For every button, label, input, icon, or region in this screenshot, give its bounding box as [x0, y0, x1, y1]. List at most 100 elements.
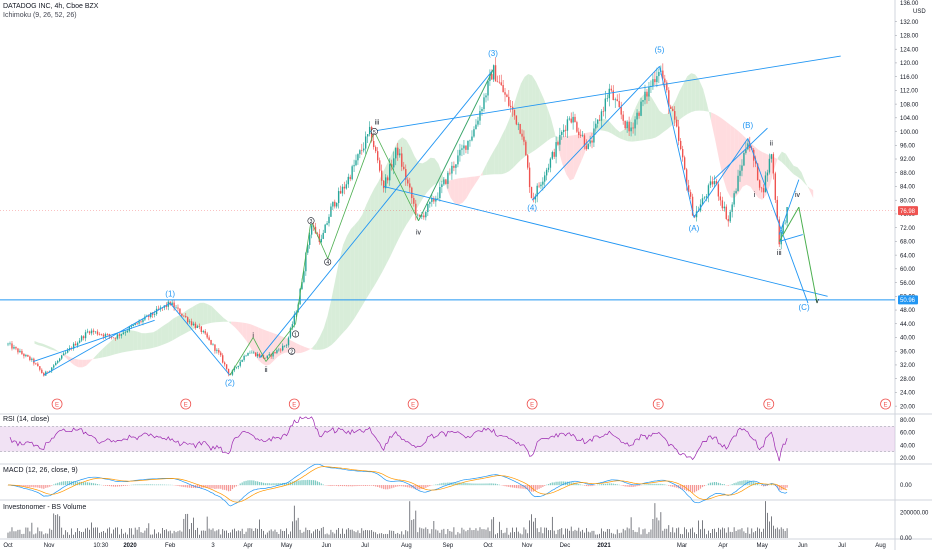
ichimoku-cloud-segment: [98, 349, 103, 359]
macd-histogram-bar: [47, 485, 49, 488]
price-tick-label: 84.00: [900, 185, 916, 191]
ichimoku-indicator-label[interactable]: Ichimoku (9, 26, 52, 26): [3, 12, 77, 19]
macd-histogram-bar: [393, 485, 395, 488]
candle-body: [784, 222, 786, 224]
candle-body: [685, 169, 688, 186]
macd-histogram-bar: [338, 485, 340, 487]
candle-body: [413, 198, 415, 204]
candle-body: [583, 135, 586, 146]
macd-histogram-bar: [43, 485, 45, 489]
macd-histogram-bar: [84, 482, 87, 486]
macd-histogram-bar: [737, 481, 739, 486]
rsi-pane-title[interactable]: RSI (14, close): [3, 416, 50, 423]
macd-histogram-bar: [345, 485, 347, 487]
macd-histogram-bar: [334, 485, 336, 486]
candle-body: [626, 121, 628, 129]
time-tick-label: Feb: [165, 543, 176, 549]
candle-body: [715, 181, 718, 185]
candle-body: [713, 181, 716, 185]
volume-pane-title[interactable]: Investonomer - BS Volume: [3, 504, 87, 511]
macd-histogram-bar: [553, 482, 555, 486]
candle-body: [733, 193, 735, 205]
macd-histogram-bar: [504, 485, 506, 487]
candle-body: [47, 371, 49, 373]
macd-histogram-bar: [210, 485, 212, 489]
candle-body: [287, 337, 290, 346]
price-tick-label: 96.00: [900, 143, 916, 149]
ichimoku-cloud-segment: [801, 172, 806, 185]
candle-body: [513, 109, 516, 116]
wave-label: iii: [777, 250, 782, 257]
macd-histogram-bar: [680, 485, 682, 489]
candle-body: [337, 191, 340, 204]
time-tick-label: Nov: [44, 543, 55, 549]
candle-body: [664, 78, 666, 83]
macd-histogram-bar: [144, 484, 146, 486]
candle-body: [92, 330, 95, 332]
candle-body: [343, 186, 346, 189]
waveB-line: [693, 138, 749, 218]
candle-body: [711, 181, 714, 185]
wave-label: (5): [655, 46, 665, 55]
candle-body: [355, 160, 357, 166]
macd-histogram-bar: [155, 484, 158, 486]
macd-histogram-bar: [407, 485, 409, 488]
candle-body: [494, 65, 497, 82]
ichimoku-cloud-segment: [659, 110, 664, 136]
candle-body: [739, 170, 741, 176]
candle-body: [266, 355, 268, 359]
macd-histogram-bar: [104, 485, 107, 486]
ichimoku-cloud-segment: [805, 182, 810, 190]
price-tick-label: 132.00: [900, 20, 919, 26]
macd-histogram-bar: [347, 485, 349, 487]
macd-histogram-bar: [110, 485, 113, 487]
macd-histogram-bar: [534, 485, 536, 492]
ichimoku-cloud-segment: [354, 220, 359, 318]
candle-body: [555, 142, 557, 157]
candle-body: [307, 244, 309, 253]
rsi-tick-label: 60.00: [900, 431, 916, 437]
macd-histogram-bar: [538, 485, 540, 489]
candle-body: [372, 141, 375, 148]
candle-body: [652, 79, 654, 86]
ichimoku-cloud-segment: [203, 302, 208, 325]
ichimoku-cloud-segment: [687, 73, 692, 115]
macd-histogram-bar: [443, 482, 445, 486]
wave-label: iv: [795, 192, 801, 199]
time-tick-label: Mar: [677, 543, 687, 549]
candle-body: [762, 188, 765, 193]
candle-body: [479, 110, 481, 121]
macd-histogram-bar: [206, 485, 208, 488]
macd-histogram-bar: [303, 480, 305, 486]
ichimoku-cloud-segment: [46, 345, 51, 350]
ichimoku-cloud-segment: [402, 137, 407, 232]
macd-histogram-bar: [403, 485, 405, 487]
candle-body: [13, 346, 15, 349]
macd-histogram-bar: [51, 485, 53, 486]
candle-body: [57, 361, 59, 363]
candle-body: [177, 307, 179, 309]
candle-body: [725, 206, 727, 219]
subwave-line: [418, 69, 494, 221]
candle-body: [239, 361, 241, 366]
macd-histogram-bar: [741, 480, 743, 486]
earnings-marker: [880, 398, 891, 410]
ichimoku-cloud-segment: [106, 342, 111, 357]
earnings-marker: [180, 398, 192, 410]
candle-body: [198, 326, 201, 327]
candle-body: [770, 154, 773, 159]
macd-histogram-bar: [723, 484, 725, 486]
candle-body: [687, 185, 690, 193]
price-tick-label: 48.00: [900, 308, 916, 314]
macd-histogram-bar: [75, 481, 77, 486]
candle-body: [276, 350, 278, 353]
macd-pane-title[interactable]: MACD (12, 26, close, 9): [3, 467, 78, 474]
macd-histogram-bar: [770, 484, 772, 486]
candle-body: [210, 339, 212, 345]
candle-body: [727, 218, 729, 222]
candle-body: [564, 129, 567, 131]
candle-body: [339, 191, 342, 194]
macd-histogram-bar: [634, 485, 636, 487]
ichimoku-cloud-segment: [219, 314, 224, 322]
